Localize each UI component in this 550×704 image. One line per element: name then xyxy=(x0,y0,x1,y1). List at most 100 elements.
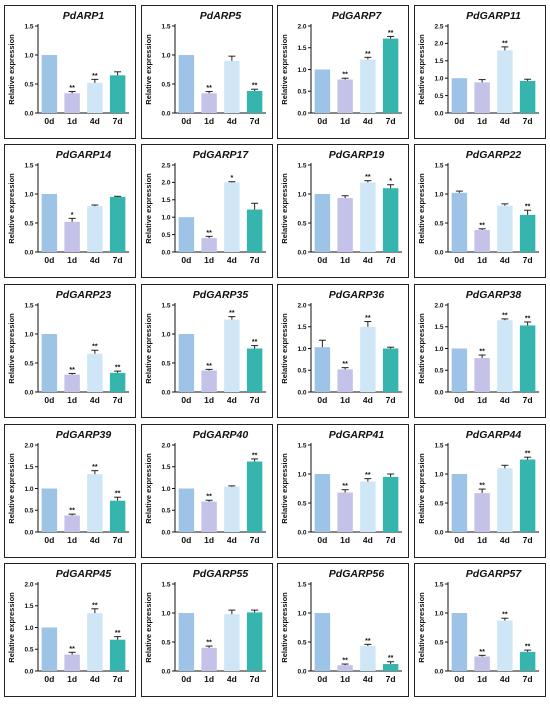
bar-chart: PdGARP17 Relative expression 0.0 0.5 1.0 1.5 2… xyxy=(144,149,266,265)
y-tick-label: 1.0 xyxy=(297,610,306,617)
bar xyxy=(64,221,80,252)
chart-title: PdGARP36 xyxy=(329,289,385,301)
bar xyxy=(360,646,376,671)
bar-chart: PdGARP22 Relative expression 0.0 0.5 1.0 1.5 0… xyxy=(417,149,539,265)
bar xyxy=(451,78,468,113)
significance-mark: ** xyxy=(342,483,348,490)
x-tick-label: 4d xyxy=(227,395,237,405)
significance-mark: ** xyxy=(502,40,508,47)
bar xyxy=(497,468,513,532)
x-tick-label: 0d xyxy=(317,255,327,265)
x-tick-label: 4d xyxy=(90,535,100,545)
bar xyxy=(382,188,399,252)
y-tick-label: 0.0 xyxy=(161,249,170,256)
significance-mark: ** xyxy=(115,630,121,637)
x-tick-label: 4d xyxy=(500,116,510,126)
bar xyxy=(519,80,536,113)
y-tick-label: 1.0 xyxy=(434,471,443,478)
bar xyxy=(360,59,376,113)
bar-chart: PdARP1 Relative expression 0.0 0.5 1.0 1.5 0d *… xyxy=(7,10,129,126)
y-tick-label: 1.5 xyxy=(434,162,443,169)
x-tick-label: 1d xyxy=(340,116,350,126)
x-tick-label: 1d xyxy=(204,674,214,684)
chart-title: PdGARP55 xyxy=(193,568,249,580)
y-tick-label: 0.0 xyxy=(24,668,33,675)
bar xyxy=(109,372,126,392)
bar xyxy=(474,82,490,113)
bar xyxy=(224,614,240,671)
y-tick-label: 0.5 xyxy=(24,508,33,515)
y-tick-label: 1.5 xyxy=(24,162,33,169)
bar xyxy=(41,334,58,392)
y-axis-label: Relative expression xyxy=(280,592,289,663)
y-tick-label: 1.0 xyxy=(434,346,443,353)
y-tick-label: 1.0 xyxy=(161,486,170,493)
bar xyxy=(246,461,263,532)
y-tick-label: 1.5 xyxy=(161,197,170,204)
x-tick-label: 4d xyxy=(363,116,373,126)
y-tick-label: 0.0 xyxy=(161,389,170,396)
significance-mark: ** xyxy=(206,230,212,237)
significance-mark: ** xyxy=(479,483,485,490)
y-tick-label: 1.5 xyxy=(434,442,443,449)
bar xyxy=(474,229,490,252)
bar xyxy=(337,198,353,252)
y-tick-label: 0.5 xyxy=(161,360,170,367)
x-tick-label: 0d xyxy=(317,395,327,405)
x-tick-label: 0d xyxy=(44,395,54,405)
y-tick-label: 1.5 xyxy=(297,324,306,331)
y-tick-label: 2.0 xyxy=(297,302,306,309)
x-tick-label: 0d xyxy=(44,674,54,684)
y-tick-label: 0.0 xyxy=(297,249,306,256)
significance-mark: ** xyxy=(252,339,258,346)
y-tick-label: 1.0 xyxy=(24,625,33,632)
bar xyxy=(109,639,126,671)
chart-panel: PdGARP14 Relative expression 0.0 0.5 1.0 1.5 0… xyxy=(4,144,136,278)
y-tick-label: 1.5 xyxy=(24,23,33,30)
x-tick-label: 4d xyxy=(363,674,373,684)
x-tick-label: 4d xyxy=(500,535,510,545)
x-tick-label: 1d xyxy=(340,395,350,405)
y-tick-label: 0.5 xyxy=(297,368,306,375)
y-tick-label: 2.5 xyxy=(434,23,443,30)
x-tick-label: 7d xyxy=(250,674,260,684)
bar xyxy=(246,348,263,392)
x-tick-label: 1d xyxy=(67,116,77,126)
y-axis-label: Relative expression xyxy=(280,173,289,244)
y-tick-label: 0.0 xyxy=(161,110,170,117)
x-tick-label: 1d xyxy=(204,116,214,126)
bar xyxy=(87,474,103,532)
significance-mark: * xyxy=(71,212,74,219)
y-axis-label: Relative expression xyxy=(7,592,16,663)
y-axis-label: Relative expression xyxy=(7,453,16,524)
y-tick-label: 2.0 xyxy=(434,41,443,48)
y-tick-label: 0.0 xyxy=(434,110,443,117)
x-tick-label: 0d xyxy=(454,255,464,265)
bar xyxy=(41,488,58,532)
chart-title: PdGARP22 xyxy=(466,149,522,161)
bar xyxy=(337,665,353,671)
x-tick-label: 1d xyxy=(204,395,214,405)
significance-mark: ** xyxy=(479,649,485,656)
significance-mark: ** xyxy=(342,658,348,665)
bar-chart: PdGARP36 Relative expression 0.0 0.5 1.0 1.5 2… xyxy=(280,289,402,405)
significance-mark: ** xyxy=(479,349,485,356)
x-tick-label: 7d xyxy=(113,255,123,265)
x-tick-label: 4d xyxy=(90,116,100,126)
x-tick-label: 1d xyxy=(340,535,350,545)
x-tick-label: 1d xyxy=(67,674,77,684)
y-tick-label: 0.5 xyxy=(434,639,443,646)
bar xyxy=(474,358,490,392)
chart-panel: PdGARP11 Relative expression 0.0 0.5 1.0 1.5 2… xyxy=(414,5,546,139)
x-tick-label: 4d xyxy=(363,255,373,265)
y-tick-label: 0.5 xyxy=(24,360,33,367)
bar xyxy=(201,501,217,532)
x-tick-label: 0d xyxy=(454,395,464,405)
significance-mark: ** xyxy=(502,612,508,619)
bar xyxy=(451,474,468,532)
bar xyxy=(64,374,80,392)
y-tick-label: 0.5 xyxy=(297,500,306,507)
chart-title: PdGARP39 xyxy=(56,429,112,441)
x-tick-label: 7d xyxy=(250,116,260,126)
